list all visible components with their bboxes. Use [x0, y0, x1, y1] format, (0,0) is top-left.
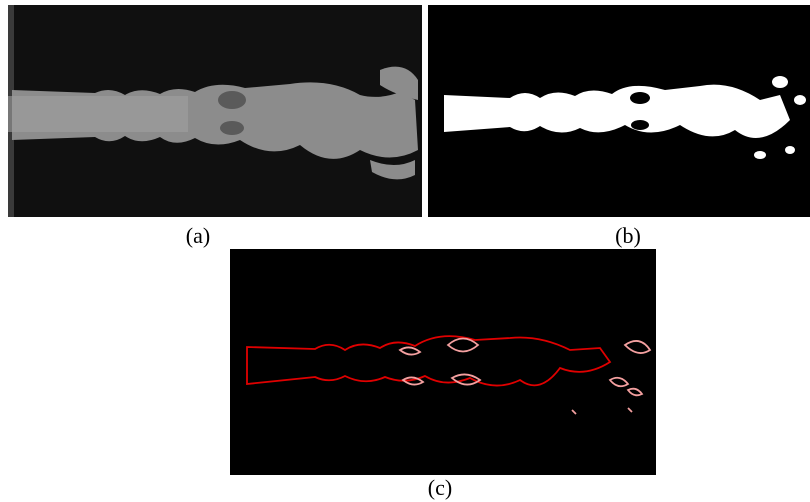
page: {"panels": [{"label": "(a)"}, {"label": …	[0, 0, 810, 502]
panel-label: (a)	[186, 223, 210, 248]
image-background	[230, 249, 656, 475]
panel-a	[8, 5, 422, 217]
panel-b	[428, 5, 810, 217]
jet-core	[8, 96, 188, 132]
vortex-hole	[630, 92, 650, 104]
panel-c	[230, 249, 656, 475]
panel-label: (b)	[615, 223, 641, 248]
panel-label: (c)	[428, 475, 452, 500]
vortex-hole	[631, 120, 649, 130]
figure: (a) (b) (c)	[0, 0, 810, 502]
